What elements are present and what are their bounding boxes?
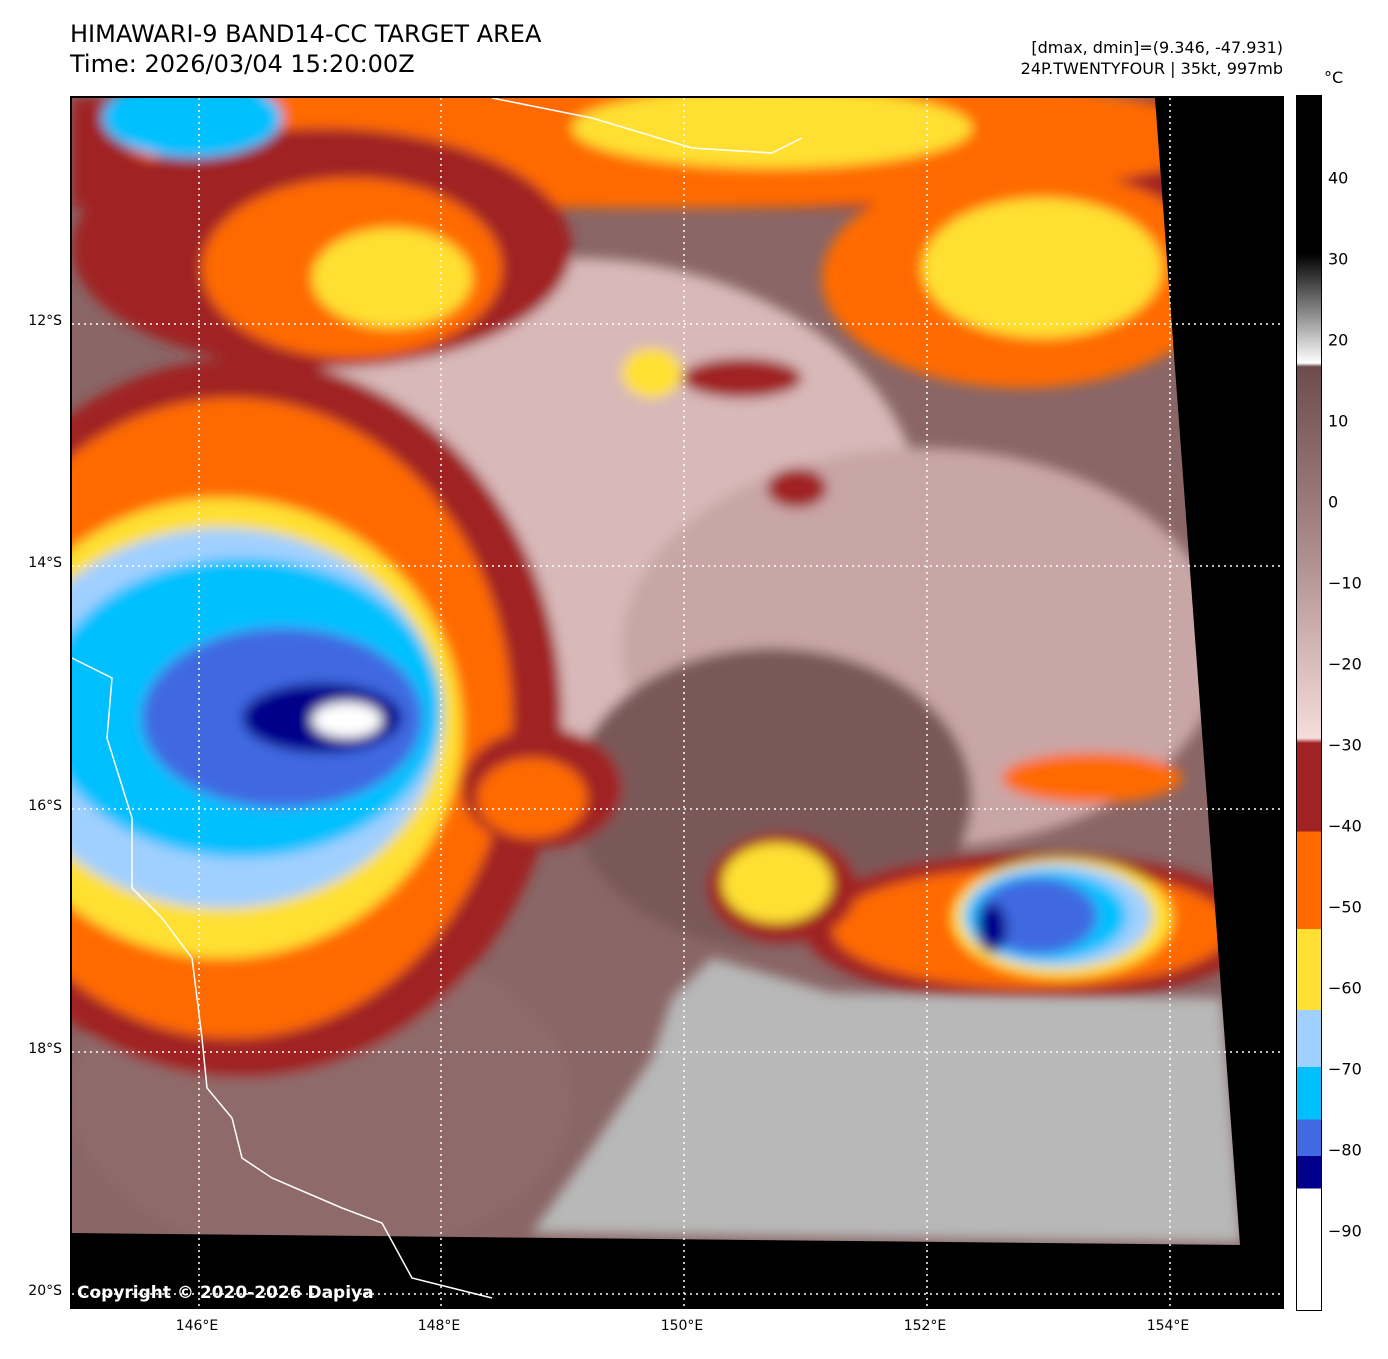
colorbar-tick: 20 — [1328, 330, 1349, 350]
colorbar-tick: 10 — [1328, 411, 1349, 431]
timestamp: Time: 2026/03/04 15:20:00Z — [70, 50, 415, 78]
colorbar-tick: −30 — [1328, 735, 1362, 755]
colorbar-tick: −20 — [1328, 654, 1362, 674]
colorbar-tick: −50 — [1328, 897, 1362, 917]
lat-label: 14°S — [28, 555, 62, 571]
dmax-dmin: [dmax, dmin]=(9.346, -47.931) — [1031, 38, 1283, 57]
colorbar-tick: −60 — [1328, 978, 1362, 998]
storm-info: 24P.TWENTYFOUR | 35kt, 997mb — [1020, 59, 1283, 78]
colorbar-tick: 40 — [1328, 168, 1349, 188]
lat-label: 12°S — [28, 313, 62, 329]
lon-label: 146°E — [175, 1318, 219, 1334]
coastline — [72, 657, 493, 1299]
colorbar-unit: °C — [1324, 68, 1344, 87]
colorbar-tick: −10 — [1328, 573, 1362, 593]
colorbar-tick: −90 — [1328, 1221, 1362, 1241]
lat-label: 20°S — [28, 1283, 62, 1299]
gridlines — [72, 98, 1282, 1307]
colorbar-tick: −40 — [1328, 816, 1362, 836]
lat-label: 18°S — [28, 1041, 62, 1057]
colorbar-tick: −80 — [1328, 1140, 1362, 1160]
lon-label: 152°E — [903, 1318, 947, 1334]
imagery — [72, 98, 1282, 1307]
satellite-image: Copyright © 2020-2026 Dapiya — [70, 96, 1284, 1309]
lon-label: 154°E — [1146, 1318, 1190, 1334]
copyright: Copyright © 2020-2026 Dapiya — [77, 1283, 374, 1303]
lon-label: 148°E — [417, 1318, 461, 1334]
lon-label: 150°E — [660, 1318, 704, 1334]
lat-label: 16°S — [28, 798, 62, 814]
colorbar-tick: −70 — [1328, 1059, 1362, 1079]
chart-title: HIMAWARI-9 BAND14-CC TARGET AREA — [70, 20, 542, 48]
clear-area — [532, 958, 1242, 1243]
colorbar-tick: 30 — [1328, 249, 1349, 269]
colorbar-tick: 0 — [1328, 492, 1339, 512]
colorbar — [1296, 95, 1322, 1311]
